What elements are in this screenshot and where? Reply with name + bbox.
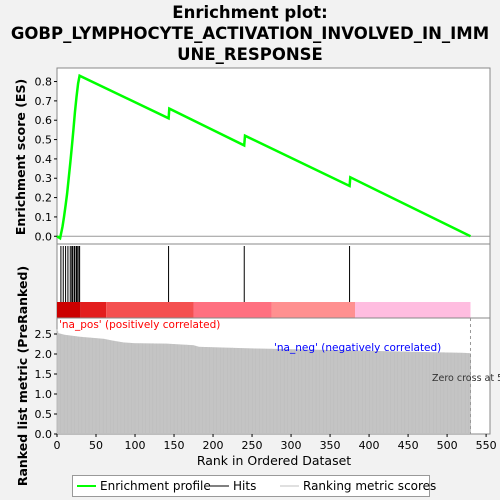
es-ytick-label: 0.5 — [35, 134, 53, 147]
rank-xlabel: Rank in Ordered Dataset — [197, 453, 351, 468]
neg-annotation: 'na_neg' (negatively correlated) — [274, 342, 441, 354]
colorbar-segment — [106, 302, 194, 318]
colorbar-segment — [271, 302, 356, 318]
colorbar-segment — [355, 302, 471, 318]
ranked-bars-group — [56, 329, 471, 434]
title-line-2: GOBP_LYMPHOCYTE_ACTIVATION_INVOLVED_IN_I… — [10, 24, 490, 43]
es-ytick-label: 0.1 — [35, 211, 53, 224]
title-line-1: Enrichment plot: — [172, 3, 328, 22]
legend-hits-label: Hits — [233, 479, 257, 493]
rank-ytick-label: 1.5 — [35, 368, 53, 381]
rank-xtick-label: 0 — [54, 439, 61, 452]
es-ytick-label: 0.3 — [35, 172, 53, 185]
es-axis-ticks: 0.0 0.1 0.2 0.3 0.4 0.5 0.6 0.7 0.8 — [35, 76, 490, 243]
colorbar-segment — [193, 302, 272, 318]
es-curve-group — [56, 73, 472, 241]
es-ytick-label: 0.8 — [35, 76, 53, 89]
rank-xtick-label: 150 — [164, 439, 185, 452]
es-ylabel: Enrichment score (ES) — [13, 79, 28, 235]
rank-ytick-label: 2.5 — [35, 328, 53, 341]
rank-ytick-label: 0.5 — [35, 408, 53, 421]
legend-ranking-label: Ranking metric scores — [303, 479, 437, 493]
rank-xtick-label: 50 — [89, 439, 103, 452]
es-ytick-label: 0.4 — [35, 153, 53, 166]
colorbar-segment — [57, 302, 81, 318]
zero-cross-annotation: Zero cross at 530 — [432, 373, 500, 384]
es-ytick-label: 0.6 — [35, 114, 53, 127]
rank-xtick-label: 500 — [437, 439, 458, 452]
rank-xtick-label: 200 — [203, 439, 224, 452]
rank-xtick-label: 350 — [320, 439, 341, 452]
enrichment-profile-line — [56, 73, 472, 241]
rank-xtick-label: 400 — [359, 439, 380, 452]
legend: Enrichment profile Hits Ranking metric s… — [72, 475, 436, 497]
hits-group — [60, 246, 351, 302]
rank-ytick-label: 2.0 — [35, 348, 53, 361]
legend-enrichment-label: Enrichment profile — [100, 479, 211, 493]
colorbar — [57, 302, 471, 318]
legend-swatches — [77, 485, 299, 487]
rank-axis-ticks: 0.0 0.5 1.0 1.5 2.0 2.5 0 50 100 150 200 250 300 350 4… — [35, 318, 497, 452]
rank-ytick-label: 0.0 — [35, 428, 53, 441]
pos-annotation: 'na_pos' (positively correlated) — [59, 319, 220, 331]
rank-xtick-label: 300 — [281, 439, 302, 452]
es-ytick-label: 0.7 — [35, 95, 53, 108]
rank-xtick-label: 550 — [476, 439, 497, 452]
rank-ytick-label: 1.0 — [35, 388, 53, 401]
chart-title: Enrichment plot: GOBP_LYMPHOCYTE_ACTIVAT… — [0, 2, 500, 65]
rank-xtick-label: 100 — [125, 439, 146, 452]
rank-ylabel: Ranked list metric (PreRanked) — [15, 266, 30, 486]
rank-xtick-label: 250 — [242, 439, 263, 452]
es-panel — [56, 67, 491, 245]
colorbar-segment — [80, 302, 107, 318]
title-line-3: UNE_RESPONSE — [177, 45, 323, 64]
es-ytick-label: 0.2 — [35, 192, 53, 205]
es-ytick-label: 0.0 — [35, 230, 53, 243]
rank-xtick-label: 450 — [398, 439, 419, 452]
